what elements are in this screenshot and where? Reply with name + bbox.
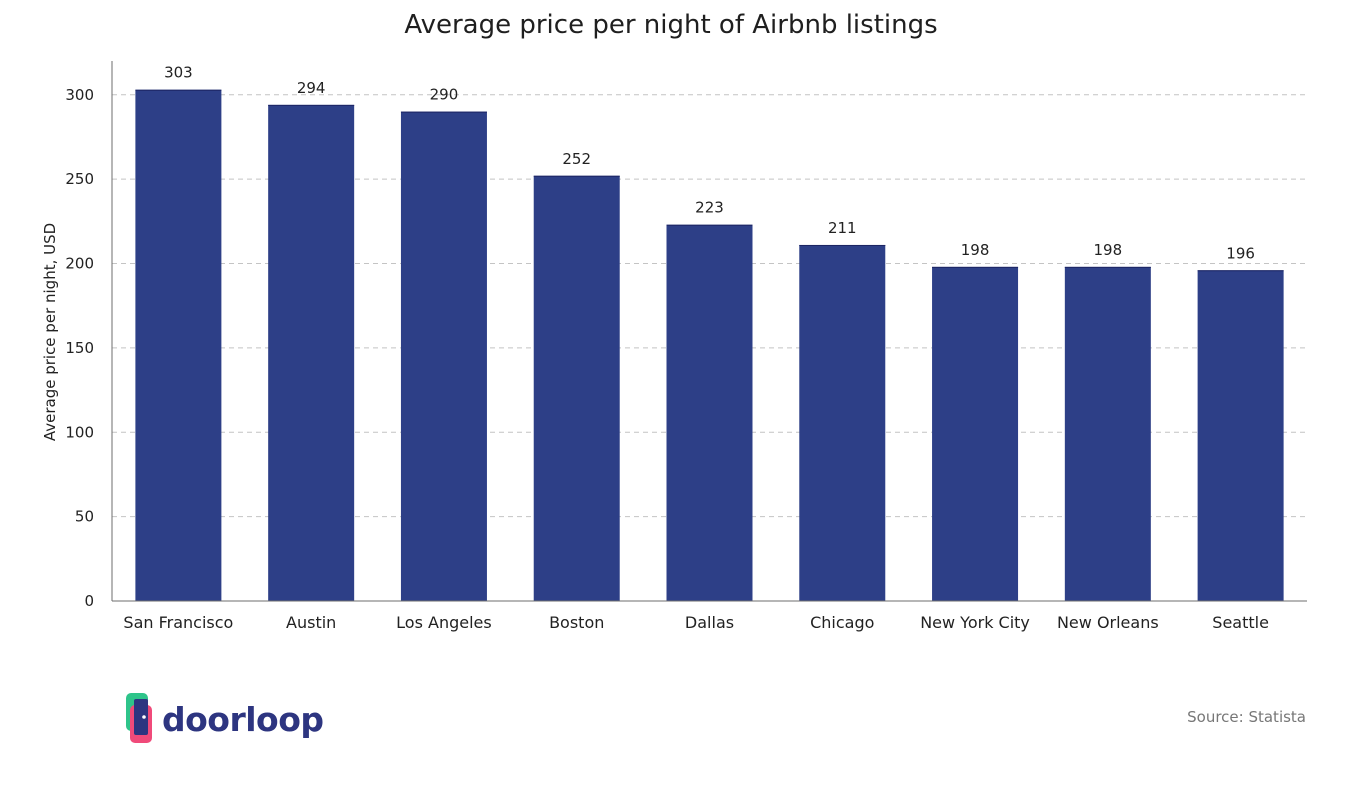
bar: [400, 111, 487, 601]
y-tick-label: 0: [84, 592, 94, 610]
bar: [268, 104, 355, 601]
data-label: 196: [1226, 244, 1255, 262]
bar: [666, 224, 753, 601]
bar: [1064, 266, 1151, 601]
data-label: 252: [562, 150, 591, 168]
data-label: 198: [1094, 241, 1123, 259]
data-label: 211: [828, 219, 857, 237]
bars: [135, 89, 1284, 601]
bar: [799, 244, 886, 601]
data-label: 294: [297, 79, 326, 97]
data-label: 303: [164, 64, 193, 82]
data-label: 223: [695, 199, 724, 217]
x-tick-label: Dallas: [685, 613, 734, 632]
data-label: 290: [430, 86, 459, 104]
bar: [1197, 270, 1284, 601]
y-tick-label: 150: [65, 339, 94, 357]
data-labels: 303 294 290 252 223 211 198 198 196: [164, 64, 1255, 263]
y-tick-label: 100: [65, 423, 94, 441]
bar: [135, 89, 222, 601]
bar: [932, 266, 1019, 601]
x-tick-label: San Francisco: [123, 613, 233, 632]
x-tick-label: New York City: [920, 613, 1030, 632]
y-tick-label: 250: [65, 170, 94, 188]
source-note: Source: Statista: [1187, 708, 1306, 726]
y-axis-title: Average price per night, USD: [41, 223, 59, 441]
y-tick-label: 200: [65, 255, 94, 273]
data-label: 198: [961, 241, 990, 259]
x-tick-label: Chicago: [810, 613, 874, 632]
x-tick-label: Los Angeles: [396, 613, 492, 632]
x-tick-label: Boston: [549, 613, 604, 632]
brand-logo: doorloop: [124, 690, 324, 748]
y-tick-label: 50: [75, 508, 94, 526]
x-axis-ticks: San Francisco Austin Los Angeles Boston Dall…: [123, 613, 1269, 632]
chart-title: Average price per night of Airbnb listin…: [404, 10, 937, 40]
door-icon: [126, 693, 152, 743]
x-tick-label: New Orleans: [1057, 613, 1159, 632]
bar: [533, 175, 620, 601]
y-tick-label: 300: [65, 86, 94, 104]
x-tick-label: Seattle: [1212, 613, 1269, 632]
x-tick-label: Austin: [286, 613, 336, 632]
brand-name: doorloop: [162, 699, 324, 739]
y-axis-ticks: 0 50 100 150 200 250 300: [65, 86, 94, 610]
